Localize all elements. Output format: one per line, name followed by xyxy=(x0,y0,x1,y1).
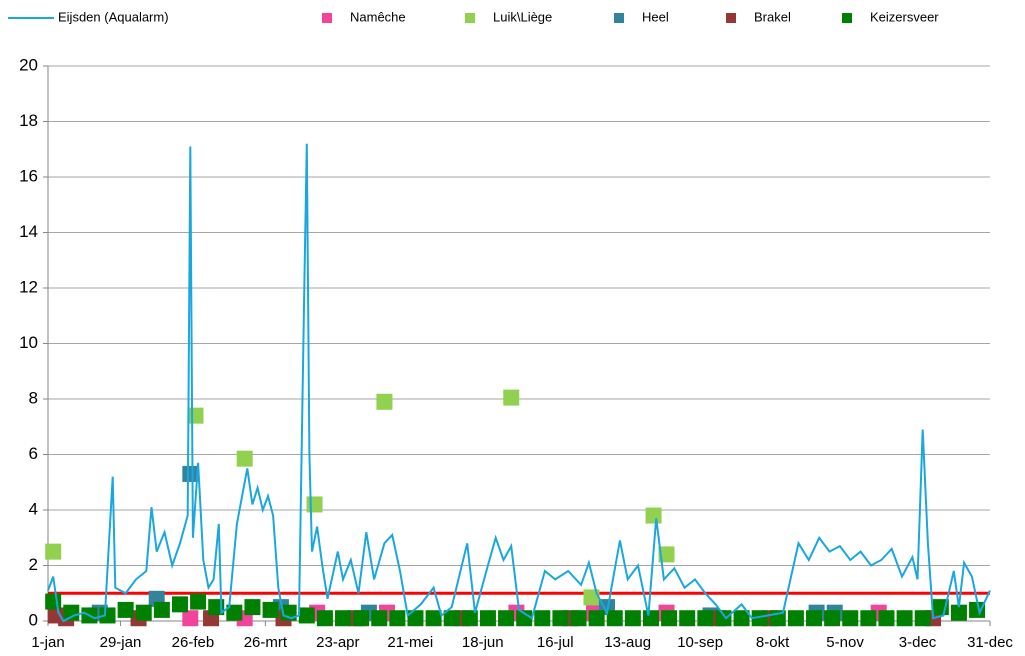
legend-swatch xyxy=(322,13,332,23)
legend-swatch xyxy=(726,13,736,23)
legend-label: Brakel xyxy=(754,9,791,24)
data-point xyxy=(878,610,895,627)
data-point xyxy=(679,610,696,627)
data-point xyxy=(99,607,116,624)
data-point xyxy=(806,610,823,627)
data-point xyxy=(153,601,170,618)
data-point xyxy=(389,610,406,627)
data-point xyxy=(503,389,520,406)
legend-label: Namêche xyxy=(350,9,406,24)
data-point xyxy=(63,604,80,621)
legend-swatch xyxy=(614,13,624,23)
x-tick-label: 23-apr xyxy=(316,634,359,651)
data-point xyxy=(45,593,62,610)
data-point xyxy=(552,610,569,627)
x-tick-label: 5-nov xyxy=(826,634,864,651)
data-point xyxy=(606,610,623,627)
data-point xyxy=(182,610,199,627)
data-point xyxy=(371,610,388,627)
y-tick-label: 6 xyxy=(29,444,38,463)
data-point xyxy=(407,610,424,627)
y-tick-label: 2 xyxy=(29,555,38,574)
x-tick-label: 3-dec xyxy=(899,634,937,651)
x-tick-label: 26-mrt xyxy=(244,634,288,651)
data-line xyxy=(47,143,991,623)
x-tick-label: 8-okt xyxy=(756,634,790,651)
data-point xyxy=(658,546,675,563)
y-tick-label: 4 xyxy=(29,499,38,518)
data-point xyxy=(335,610,352,627)
data-point xyxy=(298,607,315,624)
data-point xyxy=(190,593,207,610)
data-point xyxy=(787,610,804,627)
data-point xyxy=(661,610,678,627)
y-tick-label: 20 xyxy=(19,55,38,74)
data-point xyxy=(498,610,515,627)
data-point xyxy=(353,610,370,627)
legend-label: Keizersveer xyxy=(870,9,939,24)
x-tick-label: 29-jan xyxy=(100,634,142,651)
data-point xyxy=(262,601,279,618)
data-point xyxy=(306,496,323,513)
data-point xyxy=(751,610,768,627)
x-tick-label: 10-sep xyxy=(677,634,723,651)
data-point xyxy=(316,610,333,627)
data-point xyxy=(226,604,243,621)
data-point xyxy=(624,610,641,627)
data-point xyxy=(45,543,62,560)
y-tick-label: 10 xyxy=(19,333,38,352)
data-point xyxy=(860,610,877,627)
y-tick-label: 14 xyxy=(19,222,38,241)
data-point xyxy=(642,610,659,627)
data-point xyxy=(824,610,841,627)
y-tick-label: 8 xyxy=(29,388,38,407)
y-tick-label: 18 xyxy=(19,111,38,130)
data-point xyxy=(182,465,199,482)
data-point xyxy=(376,393,393,410)
x-tick-label: 26-feb xyxy=(172,634,215,651)
data-point xyxy=(896,610,913,627)
data-point xyxy=(588,610,605,627)
data-point xyxy=(842,610,859,627)
y-tick-label: 16 xyxy=(19,166,38,185)
data-point xyxy=(479,610,496,627)
x-tick-label: 1-jan xyxy=(31,634,64,651)
data-point xyxy=(117,601,134,618)
legend-label: Eijsden (Aqualarm) xyxy=(58,9,169,24)
data-point xyxy=(645,507,662,524)
legend-swatch xyxy=(465,13,475,23)
data-point xyxy=(969,601,986,618)
x-tick-label: 16-jul xyxy=(537,634,574,651)
legend-swatch xyxy=(842,13,852,23)
x-tick-label: 31-dec xyxy=(967,634,1013,651)
data-point xyxy=(697,610,714,627)
data-point xyxy=(135,604,152,621)
data-point xyxy=(244,599,261,616)
data-point xyxy=(583,589,600,606)
data-point xyxy=(171,596,188,613)
x-tick-label: 18-jun xyxy=(462,634,504,651)
data-point xyxy=(443,610,460,627)
data-point xyxy=(534,610,551,627)
data-point xyxy=(236,450,253,467)
legend-label: Heel xyxy=(642,9,669,24)
x-tick-label: 21-mei xyxy=(387,634,433,651)
data-point xyxy=(950,604,967,621)
legend-label: Luik\Liège xyxy=(493,9,552,24)
data-point xyxy=(715,610,732,627)
y-tick-label: 12 xyxy=(19,277,38,296)
data-point xyxy=(425,610,442,627)
x-tick-label: 13-aug xyxy=(604,634,651,651)
data-point xyxy=(461,610,478,627)
data-point xyxy=(570,610,587,627)
y-tick-label: 0 xyxy=(29,610,38,629)
data-point xyxy=(187,407,204,424)
data-point xyxy=(733,610,750,627)
data-point xyxy=(914,610,931,627)
data-point xyxy=(516,610,533,627)
